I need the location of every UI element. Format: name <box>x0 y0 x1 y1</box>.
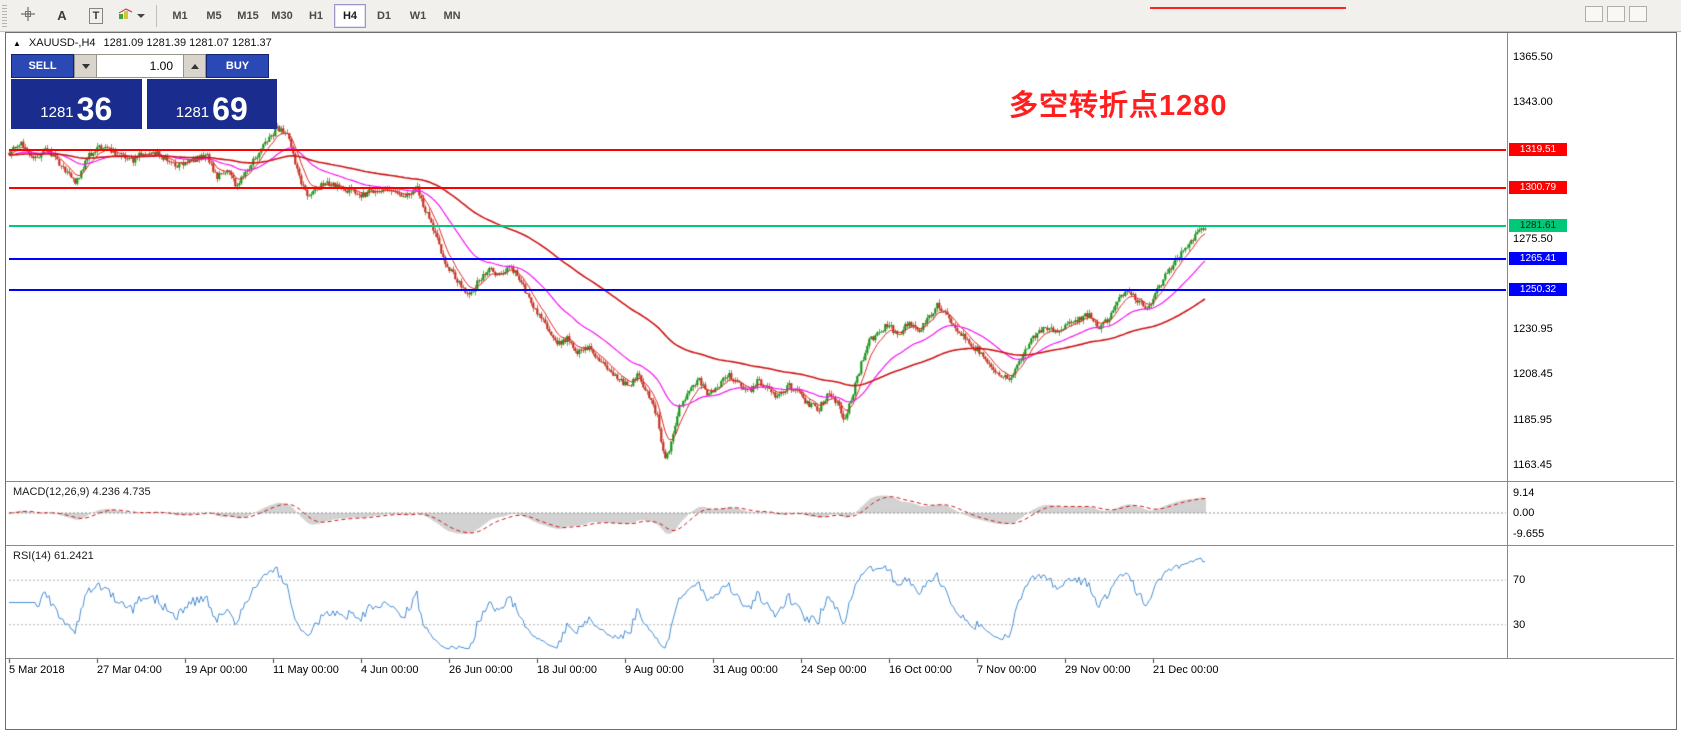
timeframe-button-w1[interactable]: W1 <box>409 9 427 22</box>
one-click-trading-panel: SELL BUY 1281 36 1281 69 <box>11 54 277 129</box>
price-axis-label: 1163.45 <box>1513 458 1552 471</box>
minimize-button[interactable] <box>1585 6 1603 22</box>
crosshair-icon <box>20 6 36 25</box>
timeframe-group: M1 M5 M15 M30 H1 H4 D1 W1 MN <box>163 3 469 28</box>
timeframe-button-m1[interactable]: M1 <box>172 9 188 22</box>
horizontal-line-1250.32[interactable] <box>9 288 1506 291</box>
price-axis-label: 1343.00 <box>1513 96 1553 109</box>
symbol-info: ▲ XAUUSD-,H4 1281.09 1281.39 1281.07 128… <box>13 37 272 49</box>
timeframe-button-m30[interactable]: M30 <box>271 9 293 22</box>
macd-axis-label: -9.655 <box>1513 528 1545 541</box>
chart-window: ▲ XAUUSD-,H4 1281.09 1281.39 1281.07 128… <box>5 32 1677 730</box>
red-line-decoration <box>1150 7 1346 9</box>
volume-decrease-button[interactable] <box>74 54 97 78</box>
buy-button[interactable]: BUY <box>206 54 269 78</box>
time-axis-line <box>6 658 1674 659</box>
macd-label: MACD(12,26,9) 4.236 4.735 <box>13 486 151 498</box>
price-axis-label: 1185.95 <box>1513 413 1552 426</box>
time-axis-label: 16 Oct 00:00 <box>889 664 952 676</box>
top-toolbar: A T M1 M5 M15 M30 H1 H4 D1 W1 MN <box>0 0 1681 32</box>
crosshair-tool-button[interactable] <box>15 3 41 29</box>
horizontal-line-1319.51[interactable] <box>9 148 1506 151</box>
indicators-icon <box>118 7 134 24</box>
price-axis-label: 1365.50 <box>1513 51 1553 63</box>
volume-input[interactable] <box>97 54 183 78</box>
toolbar-separator <box>156 4 157 27</box>
buy-price-display[interactable]: 1281 69 <box>146 79 277 129</box>
restore-button[interactable] <box>1607 6 1625 22</box>
time-axis-label: 26 Jun 00:00 <box>449 664 513 676</box>
macd-panel-divider[interactable] <box>6 481 1674 482</box>
buy-price-main: 1281 <box>175 104 210 121</box>
rsi-panel-divider[interactable] <box>6 545 1674 546</box>
time-axis-label: 18 Jul 00:00 <box>537 664 597 676</box>
letter-a-icon: A <box>57 8 67 23</box>
time-axis-label: 5 Mar 2018 <box>9 664 65 676</box>
timeframe-button-mn[interactable]: MN <box>443 9 461 22</box>
annotation-tool-button[interactable]: A <box>49 3 75 29</box>
sell-button[interactable]: SELL <box>11 54 74 78</box>
toolbar-drag-handle[interactable] <box>2 4 7 27</box>
price-tag-1281.61: 1281.61 <box>1509 219 1567 233</box>
horizontal-line-1300.79[interactable] <box>9 186 1506 189</box>
time-axis-label: 21 Dec 00:00 <box>1153 664 1219 676</box>
time-axis-label: 24 Sep 00:00 <box>801 664 867 676</box>
sell-price-display[interactable]: 1281 36 <box>11 79 142 129</box>
timeframe-button-h1[interactable]: H1 <box>308 9 324 22</box>
horizontal-line-1265.41[interactable] <box>9 258 1506 261</box>
price-chart-canvas[interactable] <box>6 33 1674 727</box>
rsi-label: RSI(14) 61.2421 <box>13 550 94 562</box>
chart-annotation[interactable]: 多空转折点1280 <box>1009 90 1228 122</box>
caret-down-icon <box>81 63 90 69</box>
window-buttons <box>1585 6 1647 22</box>
time-axis-label: 4 Jun 00:00 <box>361 664 419 676</box>
buy-price-pips: 69 <box>212 91 248 128</box>
indicators-dropdown-button[interactable] <box>117 3 146 29</box>
caret-down-icon <box>137 13 145 18</box>
time-axis-label: 27 Mar 04:00 <box>97 664 162 676</box>
time-axis-label: 9 Aug 00:00 <box>625 664 684 676</box>
time-axis-label: 31 Aug 00:00 <box>713 664 778 676</box>
time-axis-label: 11 May 00:00 <box>273 664 339 676</box>
horizontal-line-1281.61[interactable] <box>9 225 1506 228</box>
price-axis-label: 1208.45 <box>1513 368 1553 381</box>
rsi-level-label: 70 <box>1513 574 1526 587</box>
price-tag-1265.41: 1265.41 <box>1509 252 1567 266</box>
price-axis-label: 1230.95 <box>1513 322 1553 335</box>
time-axis-label: 7 Nov 00:00 <box>977 664 1037 676</box>
price-tag-1300.79: 1300.79 <box>1509 180 1567 194</box>
rsi-level-label: 30 <box>1513 618 1526 631</box>
text-tool-button[interactable]: T <box>83 3 109 29</box>
sell-price-pips: 36 <box>76 91 113 128</box>
timeframe-button-m5[interactable]: M5 <box>206 9 222 22</box>
tick-direction-icon: ▲ <box>13 38 21 48</box>
text-tool-icon: T <box>88 7 104 24</box>
macd-axis-label: 9.14 <box>1513 487 1535 499</box>
price-tag-1319.51: 1319.51 <box>1509 142 1567 156</box>
sell-price-main: 1281 <box>40 104 74 121</box>
caret-up-icon <box>190 63 199 69</box>
close-button[interactable] <box>1629 6 1647 22</box>
price-tag-1250.32: 1250.32 <box>1509 282 1567 296</box>
timeframe-button-h4[interactable]: H4 <box>334 3 366 28</box>
symbol-name: XAUUSD-,H4 <box>28 37 96 49</box>
time-axis-label: 19 Apr 00:00 <box>185 664 248 676</box>
price-axis-label: 1275.50 <box>1513 232 1553 245</box>
ohlc-values: 1281.09 1281.39 1281.07 1281.37 <box>103 37 272 49</box>
volume-increase-button[interactable] <box>183 54 206 78</box>
time-axis-label: 29 Nov 00:00 <box>1065 664 1131 676</box>
timeframe-button-m15[interactable]: M15 <box>237 9 259 22</box>
timeframe-button-d1[interactable]: D1 <box>376 9 392 22</box>
macd-axis-label: 0.00 <box>1513 507 1535 519</box>
price-axis-divider <box>1507 33 1508 659</box>
